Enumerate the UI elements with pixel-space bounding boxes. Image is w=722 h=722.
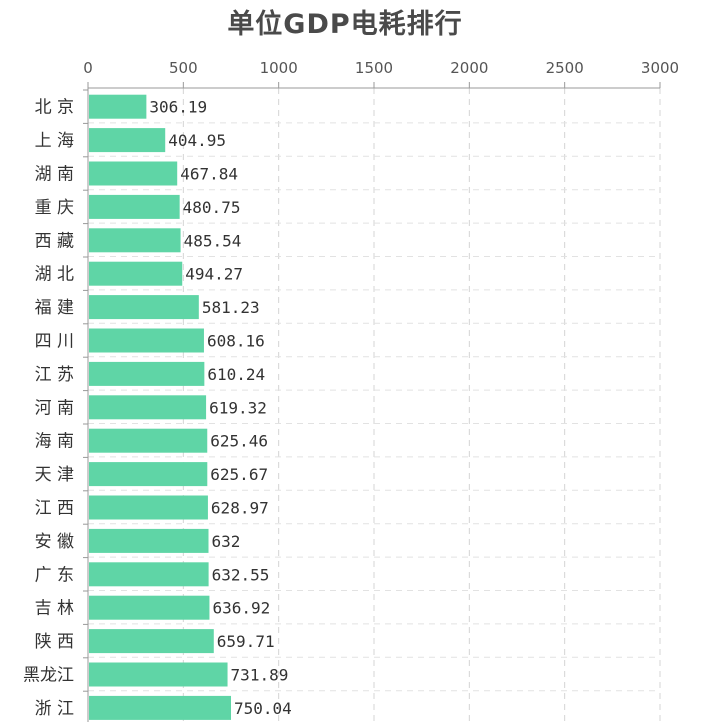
category-label: 北 京 xyxy=(35,98,74,118)
bar xyxy=(89,629,214,654)
category-label: 上 海 xyxy=(35,131,74,151)
bar xyxy=(89,161,178,186)
bar xyxy=(89,228,181,253)
data-label: 636.92 xyxy=(212,599,270,618)
data-label: 659.71 xyxy=(217,632,275,651)
bar xyxy=(89,695,232,720)
bar xyxy=(89,595,210,620)
bar xyxy=(89,361,205,386)
bar xyxy=(89,528,209,553)
x-tick-label: 2500 xyxy=(546,59,584,77)
data-label: 731.89 xyxy=(231,666,289,685)
category-label: 吉 林 xyxy=(35,599,74,619)
category-label: 天 津 xyxy=(35,465,74,485)
data-label: 610.24 xyxy=(207,365,265,384)
category-label: 河 南 xyxy=(35,398,74,418)
bar xyxy=(89,462,208,487)
data-label: 608.16 xyxy=(207,332,265,351)
data-label: 625.46 xyxy=(210,432,268,451)
data-label: 632 xyxy=(212,532,241,551)
data-label: 628.97 xyxy=(211,499,269,518)
bar xyxy=(89,194,180,219)
data-label: 404.95 xyxy=(168,131,226,150)
x-tick-label: 1000 xyxy=(260,59,298,77)
data-label: 306.19 xyxy=(149,98,207,117)
category-label: 浙 江 xyxy=(35,699,74,719)
category-label: 安 徽 xyxy=(35,532,74,552)
category-label: 海 南 xyxy=(35,432,74,452)
category-label: 福 建 xyxy=(35,298,74,318)
x-tick-label: 0 xyxy=(83,59,93,77)
bar xyxy=(89,261,183,286)
bar xyxy=(89,128,166,153)
category-label: 广 东 xyxy=(35,565,74,585)
bar xyxy=(89,495,208,520)
bar xyxy=(89,94,147,119)
x-tick-label: 1500 xyxy=(355,59,393,77)
bar xyxy=(89,395,207,420)
category-label: 陕 西 xyxy=(35,632,74,652)
data-label: 467.84 xyxy=(180,165,238,184)
category-label: 湖 北 xyxy=(35,265,74,285)
bar xyxy=(89,328,204,353)
data-label: 485.54 xyxy=(184,231,242,250)
x-tick-label: 3000 xyxy=(641,59,679,77)
data-label: 581.23 xyxy=(202,298,260,317)
data-label: 619.32 xyxy=(209,398,267,417)
bar xyxy=(89,295,199,320)
category-label: 重 庆 xyxy=(35,198,74,218)
x-tick-label: 500 xyxy=(169,59,198,77)
data-label: 625.67 xyxy=(210,465,268,484)
data-label: 480.75 xyxy=(183,198,241,217)
bar xyxy=(89,562,209,587)
category-label: 黑龙江 xyxy=(23,666,74,686)
bar xyxy=(89,662,228,687)
category-label: 江 西 xyxy=(35,499,74,519)
data-label: 750.04 xyxy=(234,699,292,718)
x-tick-label: 2000 xyxy=(450,59,488,77)
category-label: 湖 南 xyxy=(35,165,74,185)
category-label: 江 苏 xyxy=(35,365,74,385)
chart-title: 单位GDP电耗排行 xyxy=(227,9,463,40)
category-label: 四 川 xyxy=(35,332,74,352)
category-label: 西 藏 xyxy=(35,231,74,251)
bar xyxy=(89,428,208,453)
data-label: 632.55 xyxy=(212,565,270,584)
data-label: 494.27 xyxy=(185,265,243,284)
